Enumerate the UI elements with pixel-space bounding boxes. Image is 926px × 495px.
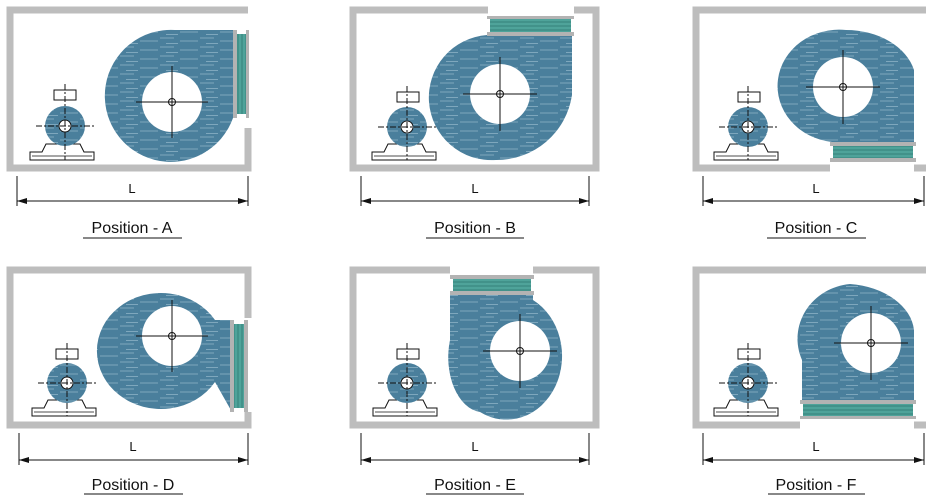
dimension-label: L bbox=[128, 181, 135, 196]
panel-caption: Position - E bbox=[434, 477, 516, 494]
fan-scroll bbox=[777, 29, 914, 143]
fan-scroll bbox=[797, 284, 914, 400]
dimension-label: L bbox=[812, 439, 819, 454]
bellows-connector bbox=[830, 142, 916, 162]
dimension-line: L bbox=[702, 433, 925, 465]
dimension-line: L bbox=[18, 433, 249, 465]
panel-e: L Position - E bbox=[349, 266, 600, 495]
dimension-line: L bbox=[360, 433, 590, 465]
panel-b: L Position - B bbox=[349, 6, 600, 239]
housing-frame bbox=[6, 266, 252, 429]
bellows-connector bbox=[487, 16, 574, 36]
panel-c: L Position - C bbox=[692, 6, 926, 239]
panel-d: L Position - D bbox=[6, 266, 252, 495]
fan-scroll bbox=[428, 35, 572, 161]
motor bbox=[31, 343, 98, 417]
dimension-label: L bbox=[471, 439, 478, 454]
motor bbox=[713, 86, 779, 161]
dimension-line: L bbox=[16, 176, 249, 206]
motor bbox=[713, 343, 779, 417]
panel-a: L Position - A bbox=[6, 6, 252, 239]
panel-caption: Position - A bbox=[92, 220, 173, 237]
housing-frame bbox=[349, 266, 600, 429]
fan-scroll bbox=[96, 293, 232, 412]
motor bbox=[371, 86, 438, 161]
housing-frame bbox=[692, 266, 926, 429]
housing-frame bbox=[6, 6, 252, 172]
panel-caption: Position - C bbox=[775, 220, 858, 237]
housing-frame bbox=[349, 6, 600, 172]
panel-f: L Position - F bbox=[692, 266, 926, 495]
panel-caption: Position - F bbox=[776, 477, 857, 494]
dimension-label: L bbox=[812, 181, 819, 196]
panel-caption: Position - D bbox=[92, 477, 175, 494]
fan-scroll bbox=[448, 293, 563, 420]
dimension-label: L bbox=[129, 439, 136, 454]
dimension-label: L bbox=[471, 181, 478, 196]
bellows-connector bbox=[800, 400, 916, 419]
panel-caption: Position - B bbox=[434, 220, 516, 237]
dimension-line: L bbox=[702, 176, 925, 206]
housing-frame bbox=[692, 6, 926, 172]
dimension-line: L bbox=[360, 176, 590, 206]
fan-scroll bbox=[104, 29, 233, 162]
bellows-connector bbox=[233, 30, 249, 118]
motor bbox=[372, 343, 438, 417]
bellows-connector bbox=[230, 320, 248, 412]
motor bbox=[29, 84, 96, 161]
bellows-connector bbox=[450, 275, 534, 295]
